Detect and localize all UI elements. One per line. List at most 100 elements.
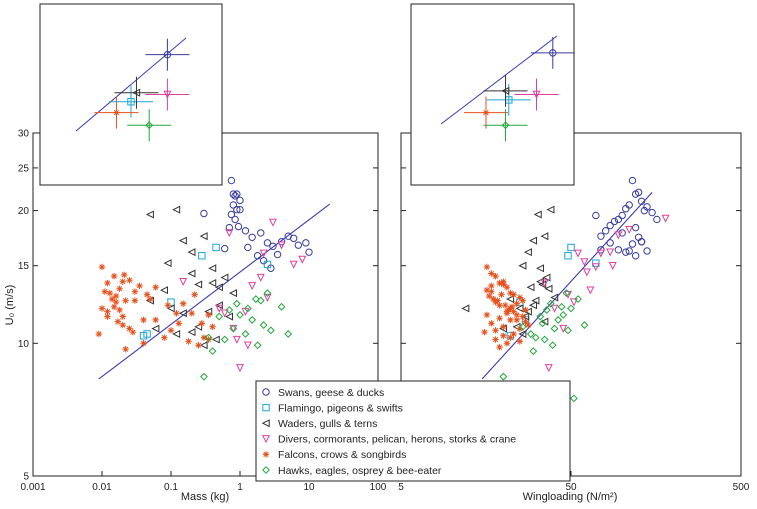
left-y-ticks: 5 10 15 20 25 30 [18, 129, 378, 483]
data-point [263, 289, 272, 297]
data-point [147, 295, 154, 303]
data-point [284, 330, 293, 338]
data-point [263, 293, 272, 302]
data-point [496, 302, 503, 309]
data-point [302, 239, 310, 247]
data-point [225, 229, 234, 238]
data-point [229, 324, 238, 333]
data-point [248, 233, 256, 241]
data-point [194, 280, 203, 289]
data-point [631, 190, 640, 198]
data-point [198, 252, 206, 260]
data-point [513, 300, 521, 307]
data-point [533, 210, 542, 219]
data-point [618, 229, 626, 237]
data-point [586, 286, 595, 295]
legend-marker [262, 388, 270, 396]
data-point [229, 190, 238, 198]
data-point [544, 364, 553, 373]
data-point [528, 236, 537, 245]
data-point [108, 295, 116, 303]
data-point [507, 316, 514, 324]
data-point [205, 311, 212, 319]
data-point [126, 325, 133, 332]
x-tick-label: 0.1 [164, 482, 178, 493]
data-point [496, 343, 503, 351]
data-point [241, 307, 250, 316]
left-y-axis-label: U₀ (m/s) [4, 285, 16, 326]
data-point [513, 311, 521, 319]
data-point [243, 304, 252, 313]
data-point [614, 215, 623, 224]
data-point [637, 238, 646, 246]
data-point [179, 277, 188, 286]
data-point [574, 249, 583, 258]
inset-mean-point [163, 90, 172, 99]
data-point [251, 295, 260, 303]
data-point [548, 341, 557, 350]
inset-mean-point [145, 121, 154, 130]
data-point [522, 318, 529, 325]
data-point [625, 201, 633, 209]
data-point [122, 345, 129, 353]
data-point [542, 273, 551, 282]
inset-mean-point [549, 49, 557, 57]
data-point [614, 246, 623, 254]
data-point [104, 308, 111, 315]
data-point [559, 310, 568, 319]
data-point [172, 329, 181, 338]
data-point [614, 231, 623, 240]
legend-marker [261, 419, 270, 428]
data-point [208, 264, 217, 273]
data-point [559, 324, 568, 333]
legend-marker [262, 466, 270, 474]
data-point [625, 247, 633, 255]
legend-entry-label: Swans, geese & ducks [278, 387, 384, 399]
data-point [519, 313, 526, 320]
data-point [521, 312, 530, 321]
data-point [232, 335, 241, 344]
data-point [289, 260, 298, 269]
data-point [564, 252, 572, 260]
data-point [259, 321, 268, 329]
data-point [263, 260, 272, 269]
data-point [119, 313, 126, 320]
data-point [263, 239, 272, 247]
data-point [606, 239, 614, 247]
data-point [225, 306, 234, 314]
data-point [567, 243, 575, 252]
data-point [483, 263, 491, 271]
data-point [229, 324, 238, 333]
data-point [98, 263, 106, 271]
data-point [205, 336, 212, 343]
data-point [112, 292, 120, 300]
data-point [198, 320, 206, 327]
data-point [631, 252, 640, 260]
data-point [273, 250, 282, 259]
data-point [510, 330, 517, 338]
data-point [592, 259, 600, 267]
data-point [259, 249, 268, 258]
legend-entry-label: Falcons, crows & songbirds [278, 449, 406, 461]
legend-box [255, 380, 571, 482]
data-point [233, 205, 241, 214]
left-inset-points [94, 38, 190, 142]
data-point [152, 284, 159, 291]
data-point [637, 197, 646, 205]
data-point [187, 328, 196, 337]
data-point [268, 218, 277, 227]
data-point [244, 243, 252, 252]
legend-entry-label: Hawks, eagles, osprey & bee-eater [278, 465, 442, 477]
data-point [166, 304, 175, 313]
y-tick-label: 10 [18, 339, 30, 350]
data-point [597, 232, 605, 240]
data-point [227, 176, 236, 185]
data-point [622, 205, 630, 213]
data-point [220, 273, 229, 282]
data-point [492, 272, 499, 280]
data-point [224, 312, 234, 321]
right-inset-fit-line [440, 35, 558, 125]
data-point [496, 279, 503, 287]
data-point [140, 340, 147, 347]
data-point [277, 241, 286, 250]
